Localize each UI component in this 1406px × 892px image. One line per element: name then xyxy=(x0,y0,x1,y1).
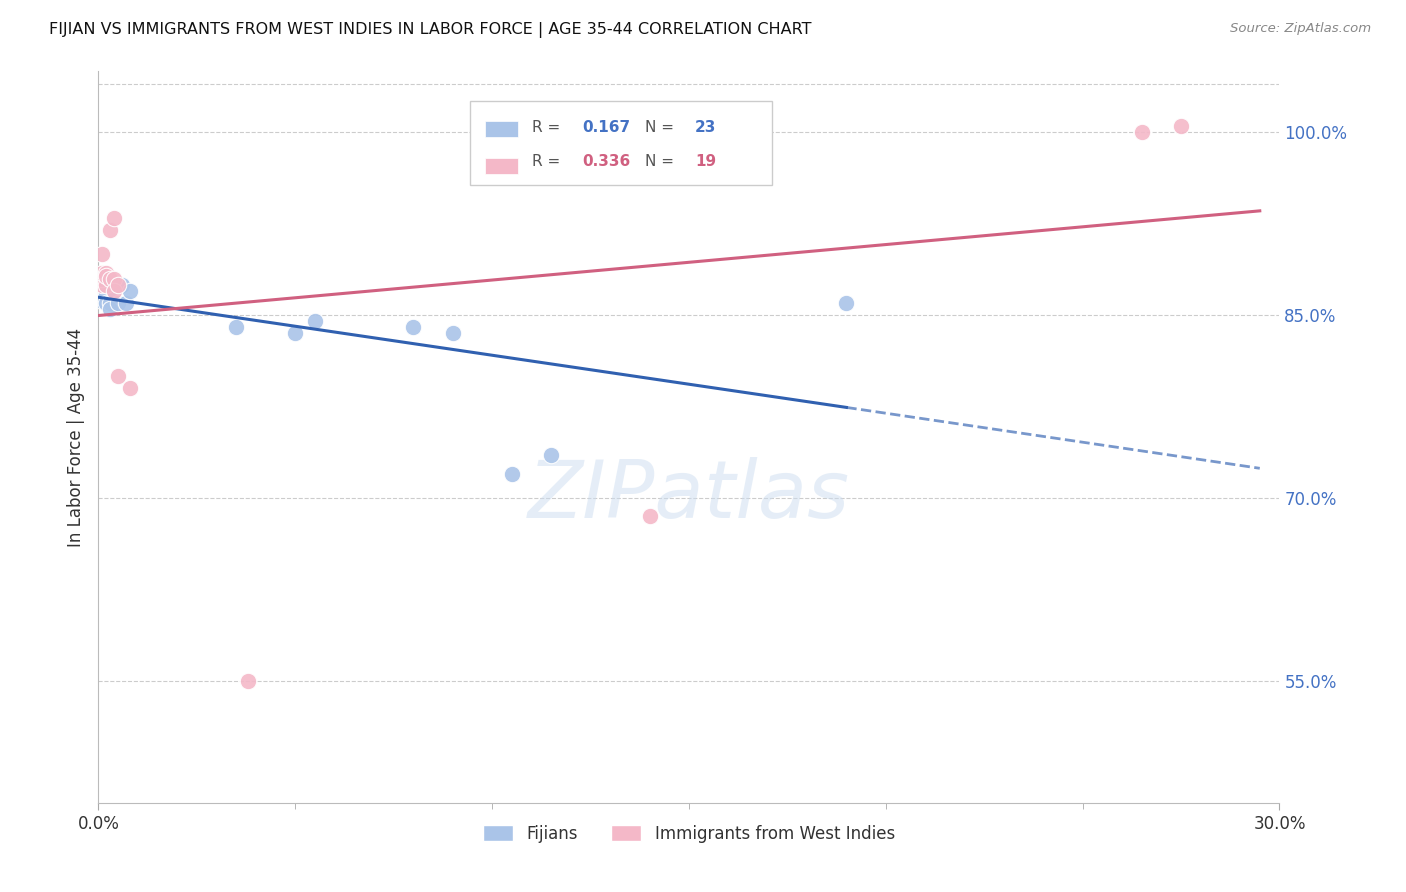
Point xyxy=(107,369,129,384)
Point xyxy=(111,277,134,292)
Point xyxy=(103,271,125,285)
Text: R =: R = xyxy=(531,153,560,169)
Point xyxy=(1170,120,1192,134)
Point xyxy=(225,320,247,334)
Point xyxy=(96,277,118,292)
Y-axis label: In Labor Force | Age 35-44: In Labor Force | Age 35-44 xyxy=(66,327,84,547)
Text: Source: ZipAtlas.com: Source: ZipAtlas.com xyxy=(1230,22,1371,36)
Point xyxy=(103,284,125,298)
Text: ZIPatlas: ZIPatlas xyxy=(527,457,851,534)
Point xyxy=(91,293,114,308)
Point xyxy=(1130,125,1153,139)
Text: 0.167: 0.167 xyxy=(582,120,631,135)
Text: 0.336: 0.336 xyxy=(582,153,631,169)
Point xyxy=(98,223,121,237)
FancyBboxPatch shape xyxy=(471,101,772,185)
Point xyxy=(501,467,523,481)
Point xyxy=(284,326,307,341)
Text: 19: 19 xyxy=(695,153,716,169)
Point xyxy=(118,381,141,395)
Point xyxy=(118,284,141,298)
Text: N =: N = xyxy=(645,120,675,135)
Point xyxy=(304,314,326,328)
Point xyxy=(441,326,464,341)
Text: R =: R = xyxy=(531,120,560,135)
Point xyxy=(91,277,114,292)
Point xyxy=(835,296,858,310)
Point xyxy=(107,296,129,310)
Point xyxy=(103,277,125,292)
Point xyxy=(96,266,118,280)
Bar xyxy=(485,158,517,174)
Point xyxy=(91,277,114,292)
Text: N =: N = xyxy=(645,153,675,169)
Point xyxy=(103,211,125,225)
Text: FIJIAN VS IMMIGRANTS FROM WEST INDIES IN LABOR FORCE | AGE 35-44 CORRELATION CHA: FIJIAN VS IMMIGRANTS FROM WEST INDIES IN… xyxy=(49,22,811,38)
Point xyxy=(540,449,562,463)
Text: 23: 23 xyxy=(695,120,716,135)
Point xyxy=(98,296,121,310)
Point xyxy=(103,284,125,298)
Point xyxy=(236,673,259,688)
Point xyxy=(91,247,114,261)
Point xyxy=(96,269,118,284)
Point xyxy=(96,277,118,292)
Point xyxy=(91,284,114,298)
Point xyxy=(98,271,121,285)
Point xyxy=(91,266,114,280)
Point xyxy=(96,286,118,301)
Bar xyxy=(485,120,517,136)
Point xyxy=(91,271,114,285)
Point xyxy=(98,302,121,317)
Point xyxy=(638,509,661,524)
Point xyxy=(115,296,138,310)
Point xyxy=(107,277,129,292)
Point xyxy=(96,296,118,310)
Point xyxy=(402,320,425,334)
Point xyxy=(107,277,129,292)
Legend: Fijians, Immigrants from West Indies: Fijians, Immigrants from West Indies xyxy=(477,818,901,849)
